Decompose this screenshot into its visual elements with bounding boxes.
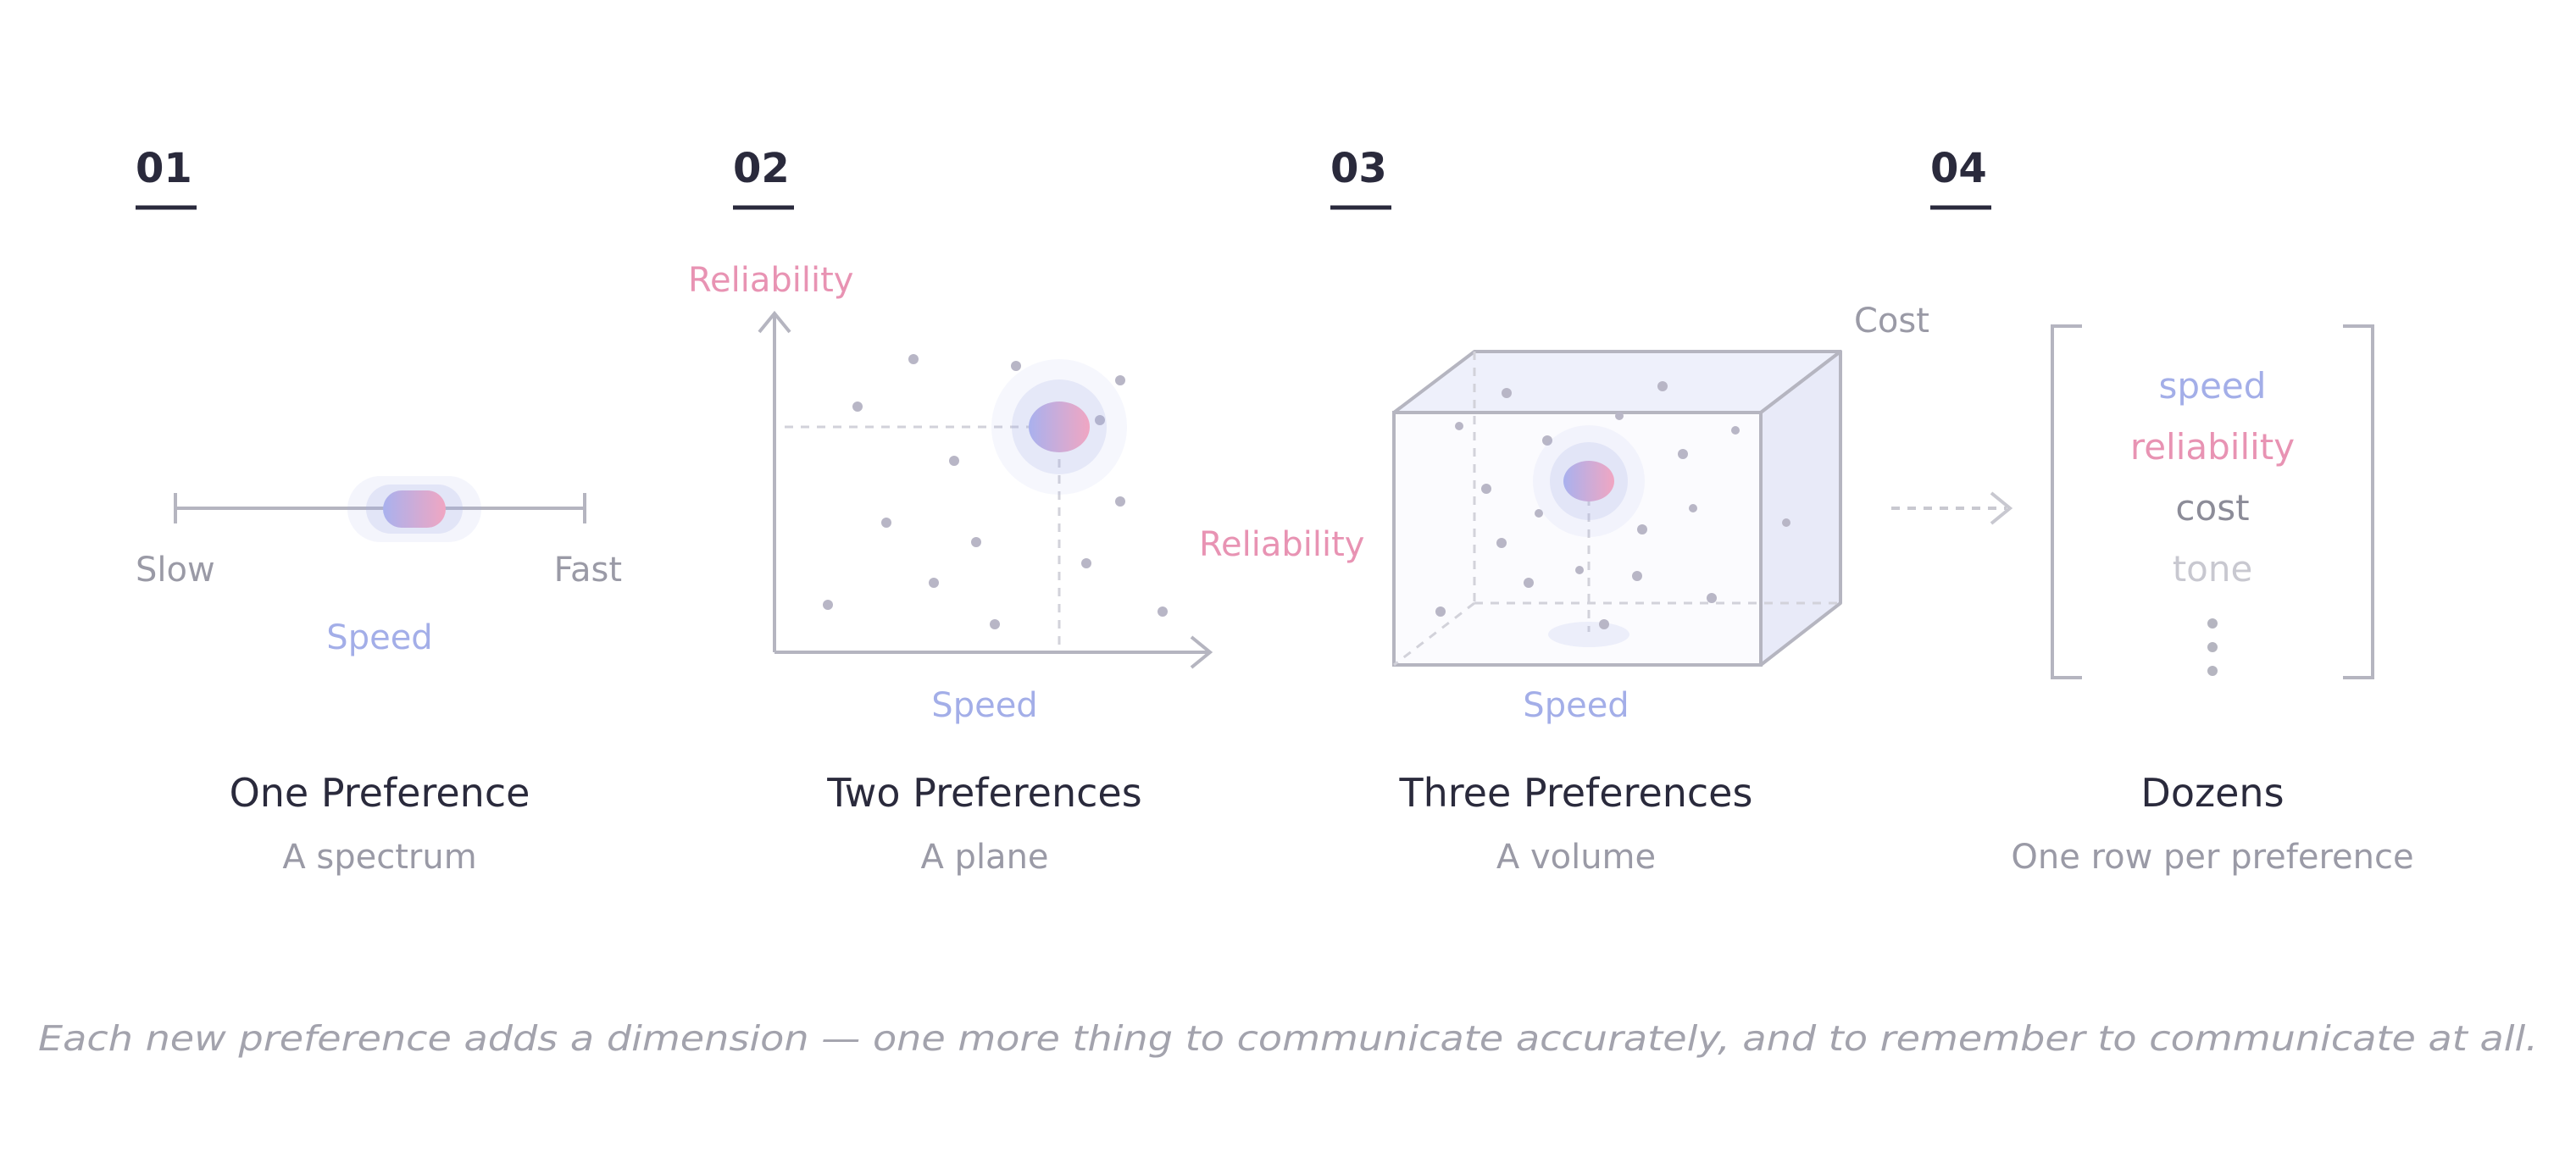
scatter-point (852, 402, 863, 412)
row-cost: cost (2175, 487, 2249, 529)
preference-rows: speed reliability cost tone (2130, 365, 2295, 676)
panel-subtitle: A volume (1496, 838, 1656, 877)
plane-axes (758, 310, 1213, 669)
panel-number: 04 (1930, 145, 1987, 192)
scatter-point (1011, 361, 1021, 371)
panel-three-preferences: 03 Cost (1199, 145, 1929, 877)
right-bracket (2343, 324, 2374, 679)
scatter-point (1575, 566, 1584, 574)
panel-title: Dozens (2140, 770, 2284, 816)
scatter-point (1524, 578, 1534, 588)
row-speed: speed (2159, 365, 2267, 407)
scatter-point (1689, 504, 1697, 512)
panel-title: One Preference (230, 770, 530, 816)
preference-marker (991, 359, 1127, 495)
scatter-point (1707, 593, 1717, 603)
panel-subtitle: One row per preference (2011, 838, 2413, 877)
scatter-point (1632, 571, 1642, 581)
spectrum-line (174, 493, 586, 523)
scatter-point (881, 518, 891, 528)
scatter-point (1481, 484, 1491, 494)
speed-axis-label: Speed (931, 686, 1037, 725)
panel-number: 02 (733, 145, 790, 192)
scatter-point (1615, 412, 1624, 420)
left-bracket (2051, 324, 2082, 679)
panel-title: Two Preferences (826, 770, 1141, 816)
speed-axis-label: Speed (1523, 686, 1629, 725)
scatter-point (1782, 518, 1790, 527)
reliability-axis-label: Reliability (1199, 525, 1364, 564)
caption: Each new preference adds a dimension — o… (38, 1018, 2538, 1059)
scatter-point (1496, 538, 1507, 548)
scatter-point (1115, 375, 1125, 385)
volume-box (1392, 350, 1842, 667)
scatter-point (1435, 606, 1446, 617)
panel-number: 03 (1330, 145, 1387, 192)
panel-title: Three Preferences (1399, 770, 1753, 816)
reliability-axis-label: Reliability (688, 261, 853, 300)
row-tone: tone (2173, 548, 2253, 590)
scatter-point (1081, 558, 1091, 568)
matrix-brackets (2051, 324, 2374, 679)
scatter-point (1657, 381, 1668, 391)
preference-marker (347, 476, 481, 542)
scatter-point (1158, 606, 1168, 617)
scatter-point (1542, 435, 1552, 446)
panel-number: 01 (136, 145, 192, 192)
panel-two-preferences: 02 Reliability (688, 145, 1213, 877)
scatter-point (990, 619, 1000, 629)
speed-axis-label: Speed (326, 618, 432, 657)
scatter-point (1115, 496, 1125, 507)
panel-dozens: 04 speed reliability cost tone Dozens On… (1930, 145, 2414, 877)
preference-marker (1533, 425, 1645, 647)
panel-subtitle: A spectrum (282, 838, 476, 877)
cost-axis-label: Cost (1854, 302, 1929, 341)
scatter-points (1435, 381, 1790, 617)
scatter-point (1731, 426, 1740, 435)
scatter-point (949, 456, 959, 466)
scatter-point (1502, 388, 1512, 398)
scatter-point (1637, 524, 1647, 534)
panel-one-preference: 01 Slow Fast Speed One Preference A spec… (136, 145, 622, 877)
scatter-point (1095, 415, 1105, 425)
scatter-point (1678, 449, 1688, 459)
preference-guides (785, 425, 1061, 649)
scatter-point (971, 537, 981, 547)
more-rows-ellipsis (2207, 618, 2218, 676)
scatter-point (929, 578, 939, 588)
scatter-point (908, 354, 919, 364)
row-reliability: reliability (2130, 426, 2295, 468)
dashed-arrow (1891, 491, 2013, 525)
scatter-point (1455, 422, 1463, 430)
fast-label: Fast (554, 551, 622, 590)
scatter-point (823, 600, 833, 610)
scatter-point (1535, 509, 1543, 518)
slow-label: Slow (136, 551, 215, 590)
scatter-points (823, 354, 1168, 629)
panel-subtitle: A plane (920, 838, 1048, 877)
